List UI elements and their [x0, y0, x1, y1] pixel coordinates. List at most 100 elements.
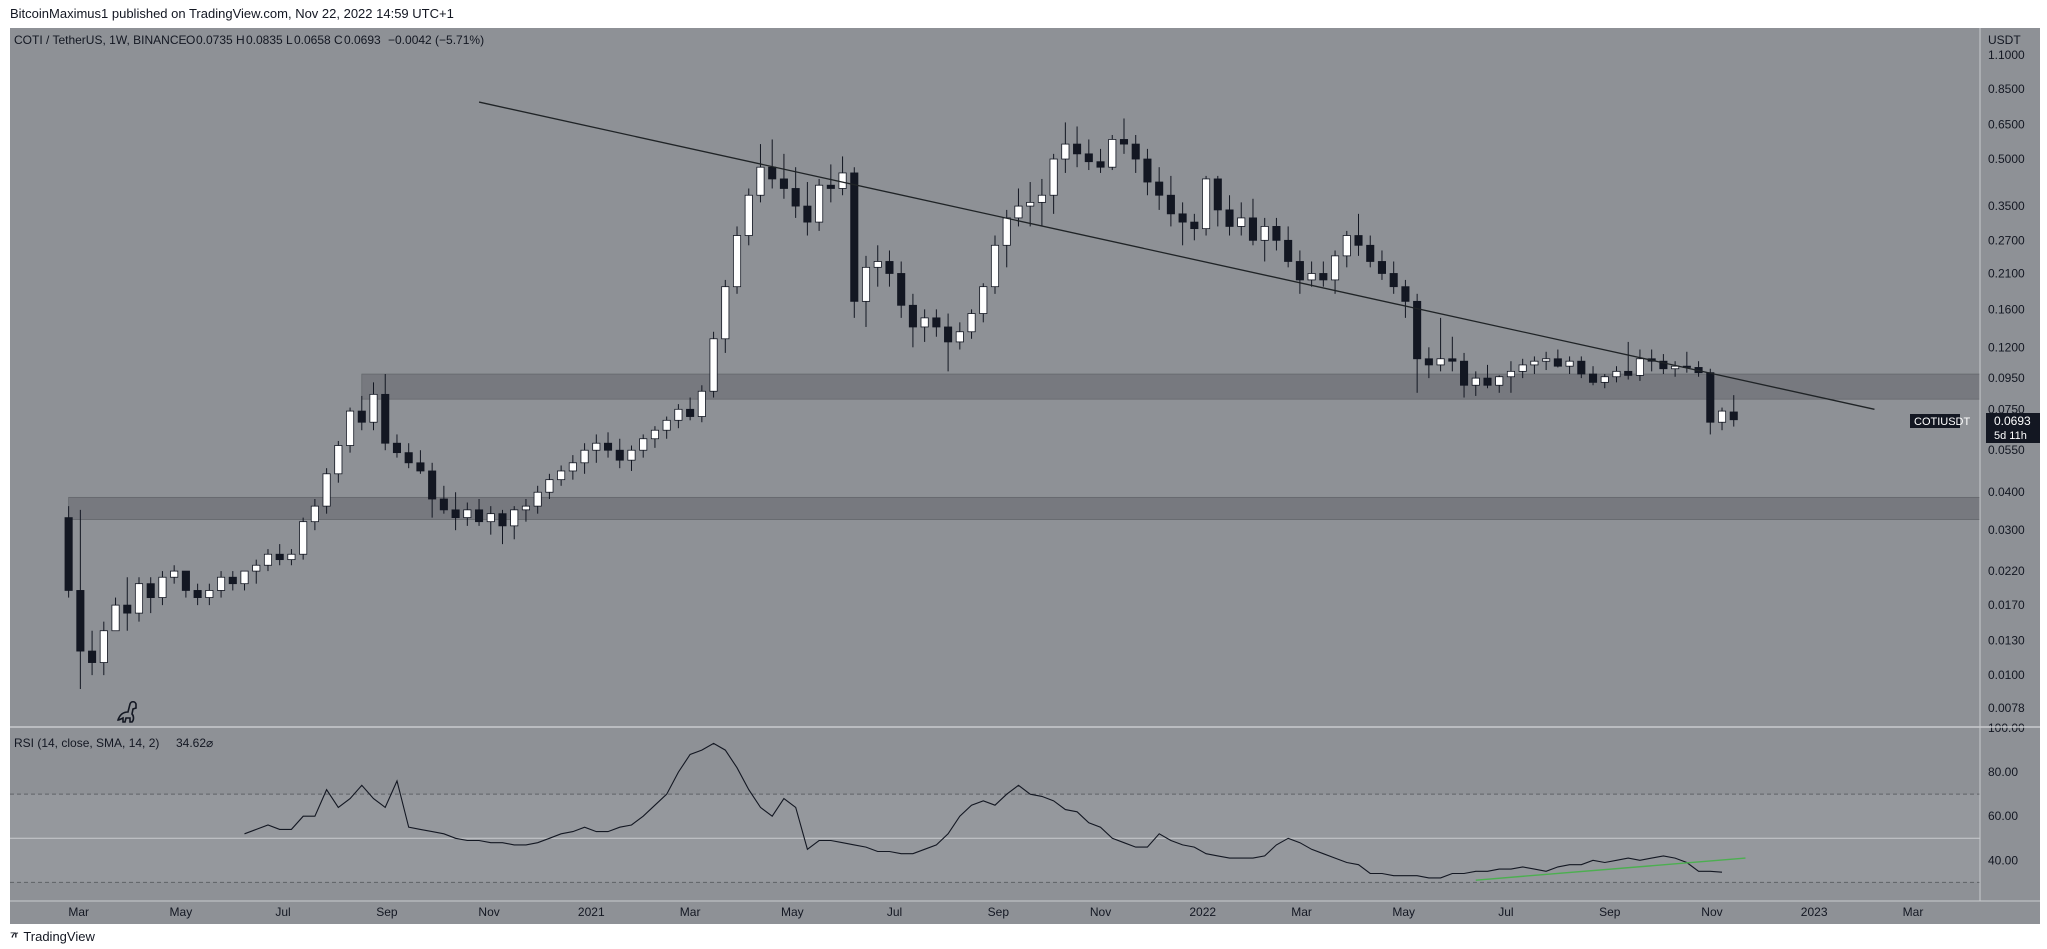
candle-body	[1717, 410, 1727, 423]
candle-body	[99, 630, 108, 663]
candle-body	[475, 509, 484, 523]
candle-body	[721, 286, 730, 340]
candle-body	[1659, 360, 1668, 370]
price-tick-label: 0.0400	[1988, 485, 2025, 499]
candle-up	[1342, 230, 1351, 268]
ohlc-change: −0.0042 (−5.71%)	[388, 33, 484, 47]
candle-down	[1319, 261, 1328, 287]
candle-body	[1389, 273, 1398, 288]
candle-up	[299, 517, 308, 560]
ohlc-low-value: 0.0658	[294, 33, 331, 47]
candle-body	[521, 505, 530, 511]
candle-down	[1729, 395, 1738, 427]
candle-body	[756, 166, 765, 196]
candle-down	[64, 506, 73, 598]
price-tick-label: 0.5000	[1988, 152, 2025, 166]
candle-body	[439, 498, 448, 511]
candle-down	[193, 583, 202, 606]
trendline-layer[interactable]	[478, 101, 1875, 410]
candle-body	[228, 576, 237, 585]
candle-up	[310, 499, 319, 531]
candle-body	[967, 313, 976, 333]
chart-canvas[interactable]: 1.1000 0.8500 0.6500 0.5000 0.3500 0.2700 0.21…	[10, 28, 2040, 924]
candle-body	[908, 304, 917, 328]
candle-body	[1413, 300, 1422, 360]
candle-up	[955, 322, 964, 350]
candle-body	[369, 393, 378, 423]
candle-body	[826, 184, 835, 189]
rsi-settings-icon[interactable]: ⌀	[206, 736, 213, 750]
current-price-label: COTIUSDT 0.0693 5d 11h	[1910, 413, 2040, 443]
candle-up	[252, 559, 261, 584]
price-tick-label: 0.0130	[1988, 634, 2025, 648]
chart-frame[interactable]: 1.1000 0.8500 0.6500 0.5000 0.3500 0.2700 0.21…	[10, 28, 2040, 924]
candle-down	[1155, 167, 1164, 210]
time-tick-label: May	[781, 905, 804, 919]
candle-body	[1553, 358, 1562, 367]
candle-body	[404, 452, 413, 464]
candle-body	[604, 442, 613, 451]
candle-body	[334, 445, 343, 475]
candle-down	[850, 167, 859, 318]
candle-body	[568, 462, 577, 472]
candle-down	[1143, 148, 1152, 196]
candle-up	[967, 309, 976, 339]
candle-up	[815, 178, 824, 231]
candle-body	[1342, 235, 1351, 257]
candle-body	[1131, 143, 1140, 160]
candle-body	[744, 194, 753, 236]
candle-body	[1424, 358, 1433, 366]
candle-up	[1565, 356, 1574, 375]
candle-body	[1295, 261, 1304, 281]
candle-up	[732, 226, 742, 294]
candle-body	[1589, 373, 1598, 383]
candle-body	[1248, 217, 1258, 241]
candle-body	[955, 331, 964, 343]
candle-body	[779, 178, 788, 189]
candle-up	[1542, 351, 1551, 371]
candle-up	[99, 621, 108, 676]
candle-down	[615, 438, 624, 469]
descending-resistance-line[interactable]	[478, 101, 1875, 410]
candle-up	[322, 468, 331, 514]
time-tick-label: Sep	[988, 905, 1010, 919]
candle-down	[1682, 351, 1691, 373]
price-tick-label: 0.0300	[1988, 523, 2025, 537]
candle-body	[463, 509, 472, 519]
candle-down	[791, 167, 800, 218]
time-tick-label: Mar	[68, 905, 89, 919]
candle-up	[521, 499, 530, 522]
price-tick-label: 0.2100	[1988, 266, 2025, 280]
candle-up	[1014, 188, 1023, 227]
candle-up	[568, 455, 577, 480]
candle-down	[885, 250, 894, 287]
candle-body	[1530, 360, 1539, 366]
time-tick-label: Jul	[275, 905, 290, 919]
time-tick-label: Mar	[1903, 905, 1924, 919]
support-resistance-zone	[361, 373, 1981, 400]
candle-body	[1002, 217, 1011, 246]
candle-body	[650, 429, 659, 440]
price-axis: 1.1000 0.8500 0.6500 0.5000 0.3500 0.2700 0.21…	[1988, 48, 2025, 715]
candle-up	[1506, 361, 1515, 393]
candle-body	[416, 462, 425, 472]
candle-body	[1119, 139, 1129, 145]
candle-body	[287, 553, 296, 561]
candle-down	[381, 374, 390, 451]
candle-body	[885, 261, 894, 274]
candle-up	[463, 502, 472, 526]
price-tick-label: 0.3500	[1988, 199, 2025, 213]
price-tick-label: 0.0100	[1988, 668, 2025, 682]
candle-down	[1131, 134, 1140, 173]
candle-down	[1073, 126, 1082, 168]
candle-body	[357, 410, 366, 423]
candle-down	[803, 182, 812, 236]
candle-body	[1436, 358, 1445, 366]
candle-body	[1026, 201, 1035, 207]
candle-body	[1401, 286, 1410, 302]
candle-up	[1612, 366, 1621, 383]
candle-down	[1166, 175, 1175, 227]
candle-up	[217, 571, 226, 598]
candle-body	[1729, 411, 1738, 421]
candle-body	[791, 188, 800, 207]
